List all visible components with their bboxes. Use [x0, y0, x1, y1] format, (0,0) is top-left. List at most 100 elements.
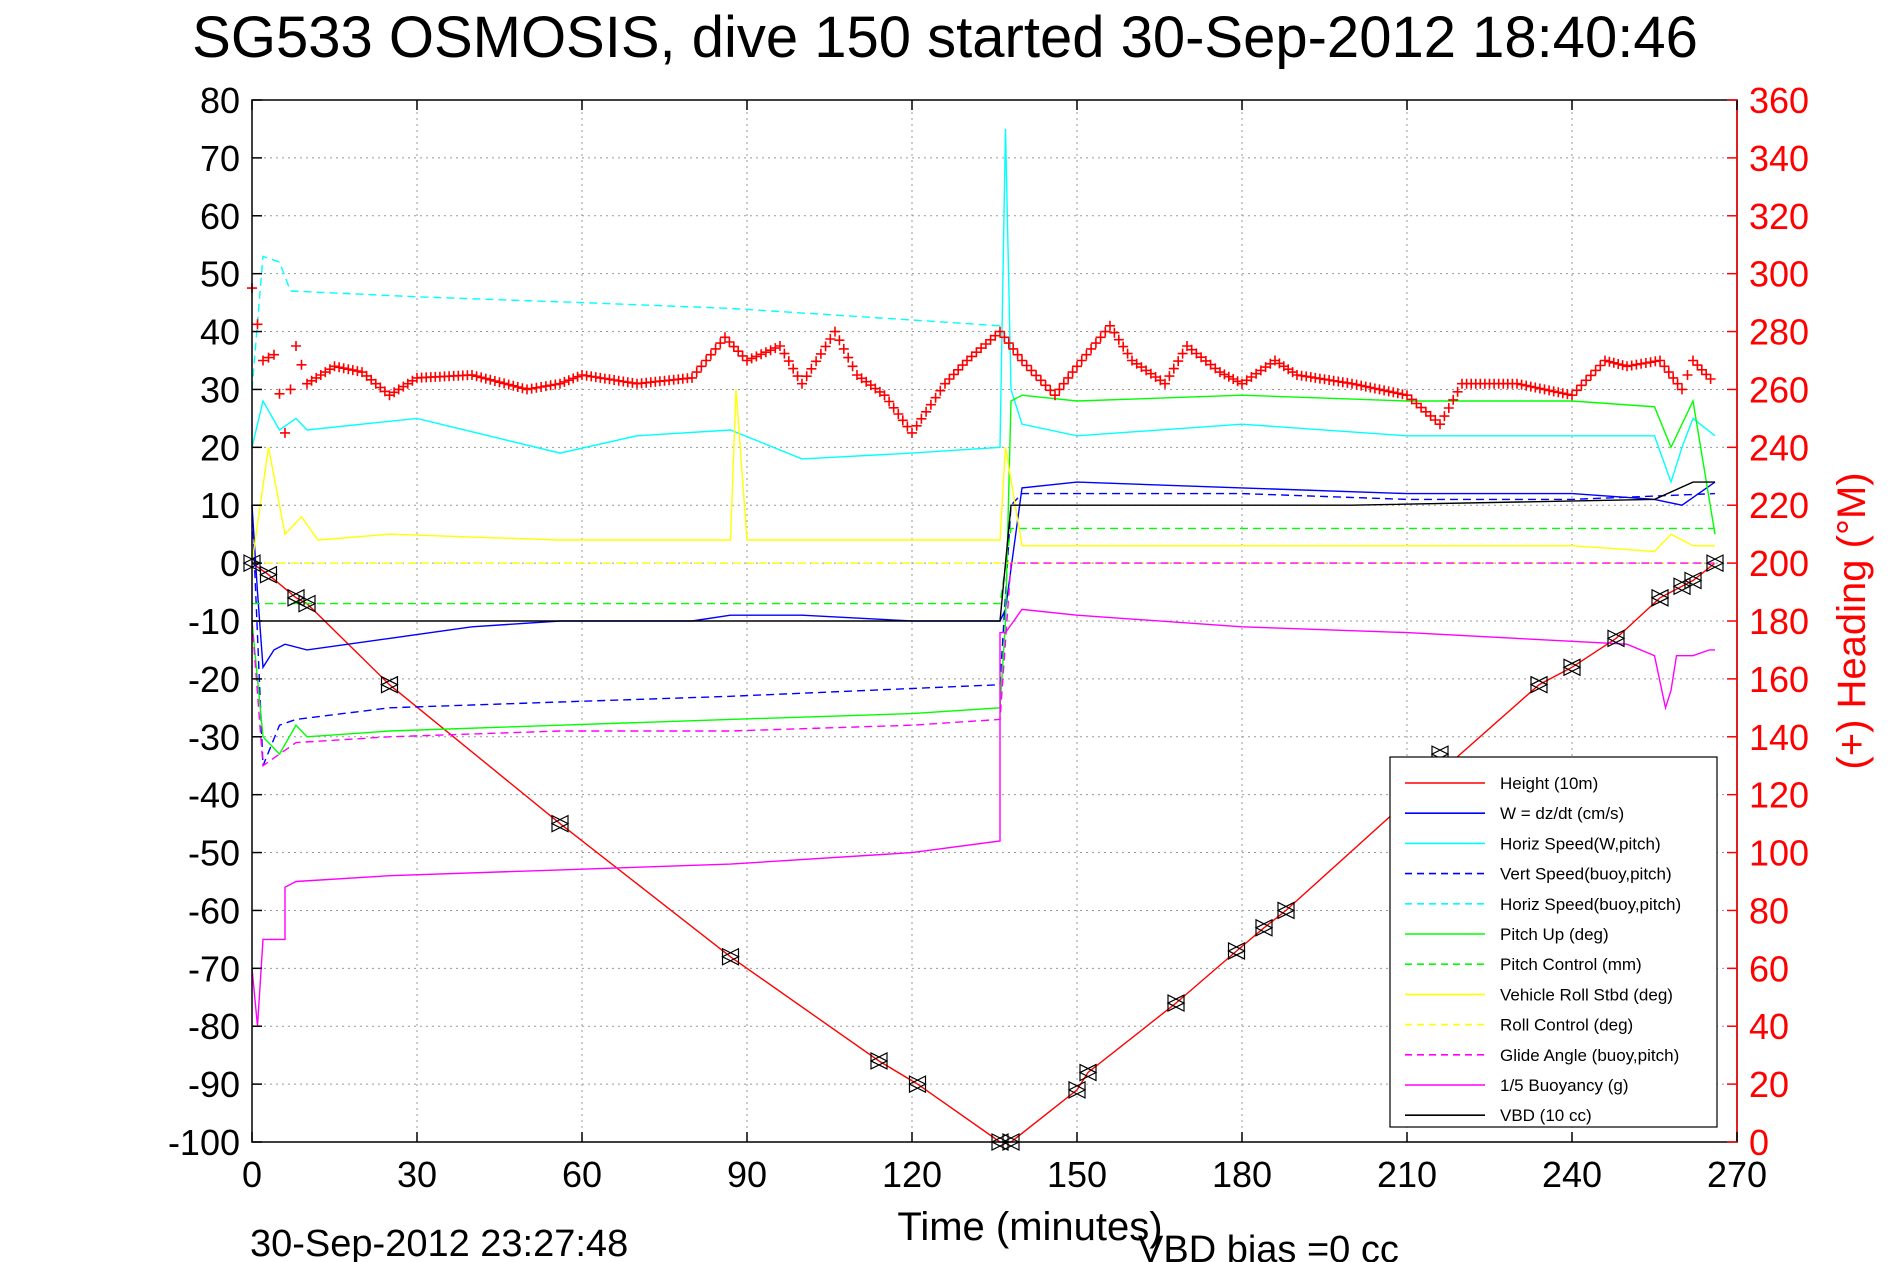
heading-point: [916, 413, 927, 424]
series-11-line: [252, 481, 1715, 622]
y2-tick-label: 0: [1749, 1122, 1769, 1163]
heading-point: [1232, 376, 1243, 387]
heading-point: [508, 380, 519, 391]
y2-tick-label: 100: [1749, 833, 1809, 874]
heading-point: [1645, 357, 1656, 368]
y2-axis-label: (+) Heading (°M): [1830, 472, 1874, 769]
heading-point: [563, 375, 574, 386]
y-tick-label: 20: [200, 427, 240, 468]
heading-point: [480, 373, 491, 384]
heading-point: [476, 372, 487, 383]
y-tick-label: -20: [188, 659, 240, 700]
y-tick-label: 70: [200, 138, 240, 179]
heading-point: [897, 415, 908, 426]
heading-point: [834, 335, 845, 346]
heading-point: [1516, 379, 1527, 390]
heading-point: [1663, 367, 1674, 378]
y2-tick-label: 180: [1749, 601, 1809, 642]
y2-tick-label: 20: [1749, 1064, 1789, 1105]
heading-point: [1701, 369, 1712, 380]
heading-point: [536, 382, 547, 392]
heading-point: [775, 341, 785, 351]
heading-point: [888, 402, 899, 413]
heading-point: [1050, 390, 1060, 401]
heading-point: [252, 319, 263, 330]
height-marker: [1078, 1063, 1098, 1082]
heading-point: [1040, 380, 1051, 391]
heading-point: [555, 378, 565, 389]
heading-point: [1347, 378, 1357, 389]
height-marker: [1067, 1080, 1087, 1099]
heading-point: [1388, 387, 1399, 398]
heading-point: [1342, 377, 1353, 388]
heading-point: [343, 364, 354, 375]
legend-entry: VBD (10 cc): [1500, 1106, 1592, 1125]
heading-point: [1688, 355, 1698, 366]
heading-point: [258, 355, 268, 366]
heading-point: [995, 326, 1005, 337]
heading-point: [1031, 370, 1042, 381]
heading-point: [1219, 369, 1230, 380]
heading-point: [1090, 338, 1101, 349]
heading-point: [503, 379, 514, 390]
height-marker: [1606, 629, 1626, 648]
heading-point: [1608, 357, 1619, 368]
y-tick-label: -60: [188, 890, 240, 931]
heading-point: [801, 371, 812, 382]
heading-point: [1585, 370, 1596, 381]
heading-point: [687, 372, 697, 383]
heading-point: [296, 359, 307, 370]
heading-point: [884, 396, 895, 407]
series-7-line: [251, 389, 1715, 564]
heading-point: [1631, 359, 1642, 370]
height-marker: [380, 675, 399, 694]
y-tick-label: 50: [200, 254, 240, 295]
series-0-line: [251, 562, 1716, 1143]
heading-point: [1086, 343, 1097, 354]
heading-point: [1576, 380, 1587, 391]
heading-point: [1012, 349, 1023, 360]
heading-point: [1374, 384, 1385, 395]
heading-point: [1003, 338, 1014, 349]
heading-point: [1548, 386, 1559, 397]
heading-point: [1617, 360, 1628, 371]
legend-entry: Vert Speed(buoy,pitch): [1500, 865, 1672, 884]
heading-point: [1626, 360, 1637, 371]
y-tick-label: 80: [200, 80, 240, 121]
heading-point: [1659, 361, 1670, 372]
heading-point: [1164, 371, 1175, 382]
y-tick-label: 30: [200, 369, 240, 410]
heading-point: [334, 362, 345, 373]
heading-point: [1100, 326, 1111, 337]
height-marker: [297, 594, 317, 613]
heading-point: [1557, 388, 1568, 399]
heading-point: [512, 382, 523, 392]
heading-point: [1118, 341, 1129, 352]
heading-point: [1076, 355, 1087, 366]
legend-entry: Pitch Up (deg): [1500, 925, 1609, 944]
y-tick-label: -70: [188, 948, 240, 989]
heading-point: [783, 356, 794, 367]
heading-point: [788, 363, 799, 374]
heading-point: [765, 345, 776, 356]
heading-point: [746, 353, 757, 364]
y2-axis-ticks: 3603403203002802602402202001801601401201…: [1727, 80, 1809, 1163]
heading-point: [1655, 355, 1665, 366]
heading-point: [1173, 356, 1184, 367]
heading-point: [269, 349, 279, 360]
heading-point: [285, 384, 296, 395]
heading-point: [1095, 332, 1106, 343]
heading-point: [1416, 402, 1427, 413]
heading-point: [756, 349, 767, 360]
y-tick-label: 40: [200, 312, 240, 353]
heading-point: [1604, 356, 1615, 367]
heading-point: [1045, 385, 1056, 396]
y2-tick-label: 80: [1749, 890, 1789, 931]
x-tick-label: 180: [1212, 1154, 1272, 1195]
heading-point: [1081, 349, 1092, 360]
chart-title: SG533 OSMOSIS, dive 150 started 30-Sep-2…: [192, 5, 1698, 70]
y-tick-label: -90: [188, 1064, 240, 1105]
heading-point: [1452, 386, 1463, 397]
series-1-line: [251, 481, 1716, 670]
series-9-line: [251, 562, 1715, 767]
